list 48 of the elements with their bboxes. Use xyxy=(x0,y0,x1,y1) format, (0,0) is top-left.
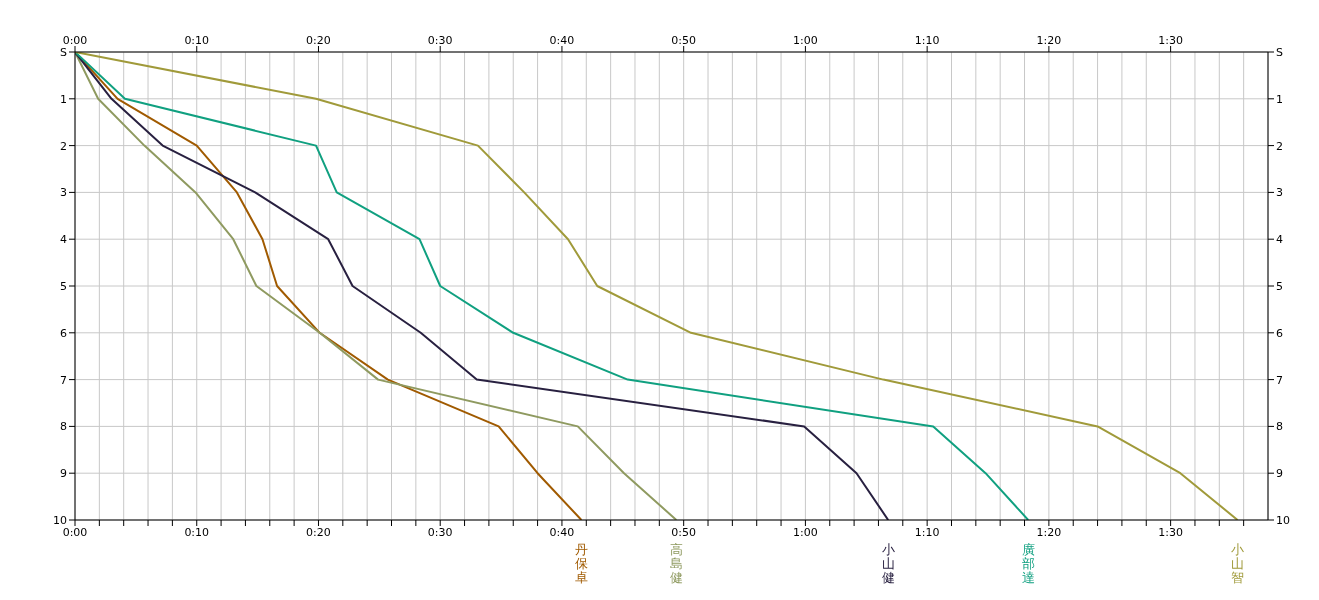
y2-tick-label: S xyxy=(1276,45,1283,59)
y-tick-label: 4 xyxy=(60,233,67,247)
x2-tick-label: 0:40 xyxy=(549,525,575,539)
x-tick-label: 0:40 xyxy=(549,34,575,47)
x-tick-label: 0:10 xyxy=(184,34,210,47)
y-tick-label: 10 xyxy=(53,513,67,527)
y2-tick-label: 2 xyxy=(1276,139,1283,153)
x-tick-label: 0:20 xyxy=(306,34,331,47)
x-tick-label: 1:10 xyxy=(914,34,940,47)
x2-tick-label: 0:10 xyxy=(184,525,210,539)
series-label: 小山智 xyxy=(1231,542,1245,585)
y2-tick-label: 9 xyxy=(1276,467,1283,481)
series-label: 高島健 xyxy=(669,542,683,585)
y2-tick-label: 1 xyxy=(1276,92,1283,106)
x-tick-label: 1:00 xyxy=(793,34,818,47)
series-label: 廣部達 xyxy=(1021,542,1035,585)
x2-tick-label: 1:00 xyxy=(793,525,818,539)
y-tick-label: 8 xyxy=(60,420,67,434)
y-tick-label: 3 xyxy=(60,186,67,200)
x2-tick-label: 0:00 xyxy=(62,525,88,539)
y-tick-label: 2 xyxy=(60,139,67,153)
x-tick-label: 1:20 xyxy=(1036,34,1062,47)
y2-tick-label: 8 xyxy=(1276,420,1283,434)
x-tick-label: 1:30 xyxy=(1158,34,1183,47)
y2-tick-label: 3 xyxy=(1276,186,1283,200)
line-series xyxy=(75,52,1239,520)
y-tick-label: 9 xyxy=(60,467,67,481)
y2-tick-label: 10 xyxy=(1276,513,1290,527)
y2-tick-label: 6 xyxy=(1276,326,1283,340)
series-label: 丹保卓 xyxy=(574,542,588,585)
series-label: 小山健 xyxy=(881,542,895,585)
x2-tick-label: 1:10 xyxy=(914,525,940,539)
y-tick-label: 5 xyxy=(60,279,67,293)
x-tick-label: 0:00 xyxy=(62,34,88,47)
x2-tick-label: 0:30 xyxy=(427,525,453,539)
x2-tick-label: 0:50 xyxy=(671,525,697,539)
y2-tick-label: 7 xyxy=(1276,373,1283,387)
x-tick-label: 0:50 xyxy=(671,34,697,47)
y-tick-label: 1 xyxy=(60,92,67,106)
x2-tick-label: 0:20 xyxy=(306,525,331,539)
y2-tick-label: 5 xyxy=(1276,279,1283,293)
x2-tick-label: 1:30 xyxy=(1158,525,1183,539)
y-tick-label: 6 xyxy=(60,326,67,340)
x-tick-label: 0:30 xyxy=(427,34,453,47)
x2-tick-label: 1:20 xyxy=(1036,525,1062,539)
y-tick-label: 7 xyxy=(60,373,67,387)
y-tick-label: S xyxy=(60,45,68,59)
y2-tick-label: 4 xyxy=(1276,233,1283,247)
